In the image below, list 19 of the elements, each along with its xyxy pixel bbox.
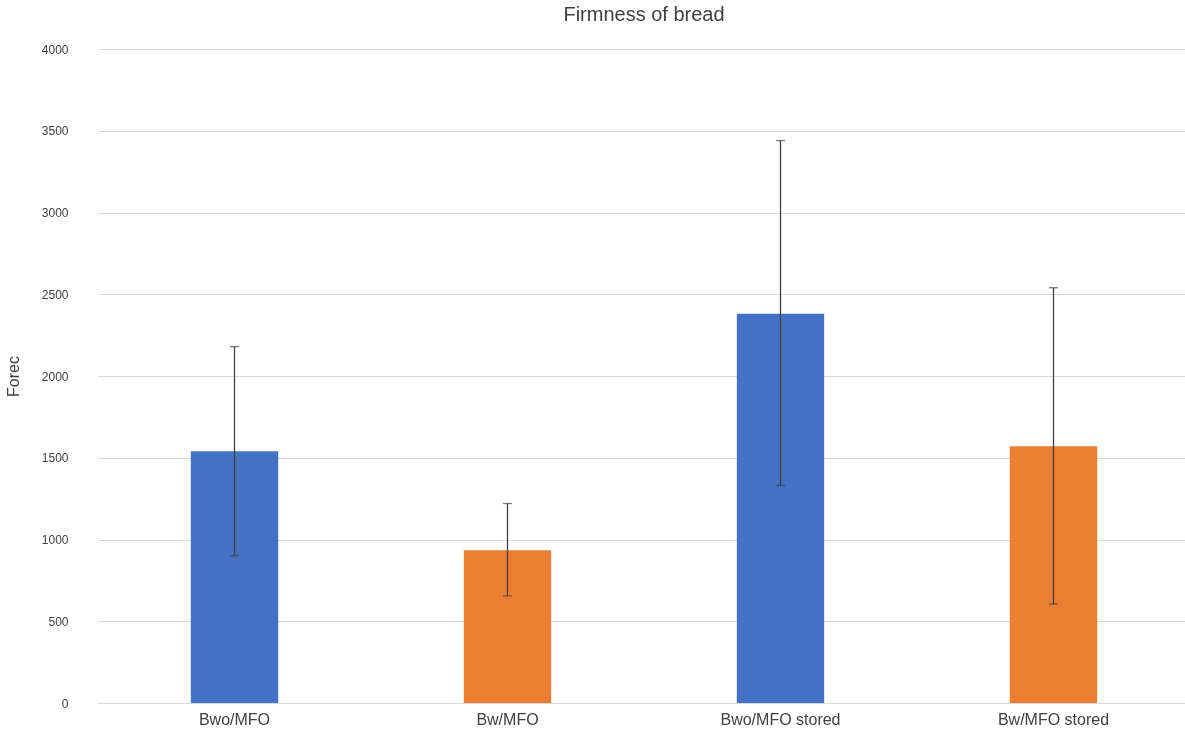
y-tick-label: 3000 [41,206,69,220]
x-tick-label: Bw/MFO [476,710,539,728]
y-tick-label: 1500 [41,451,69,466]
x-tick-label: Bwo/MFO stored [720,710,841,728]
y-axis-title: Forec [4,356,22,397]
y-tick-label: 500 [48,614,69,629]
bar [463,550,552,703]
y-tick-label: 4000 [41,42,69,57]
y-tick-label: 3500 [41,124,69,139]
chart-title: Firmness of bread [563,3,725,25]
y-tick-label: 2500 [41,287,69,302]
y-tick-label: 0 [61,696,69,711]
y-tick-label: 1000 [41,533,69,547]
bar [190,451,279,703]
x-tick-label: Bwo/MFO [198,710,271,728]
bar [1009,446,1098,703]
x-tick-label: Bw/MFO stored [997,710,1110,728]
y-tick-label: 2000 [41,369,69,384]
bar [736,313,825,703]
